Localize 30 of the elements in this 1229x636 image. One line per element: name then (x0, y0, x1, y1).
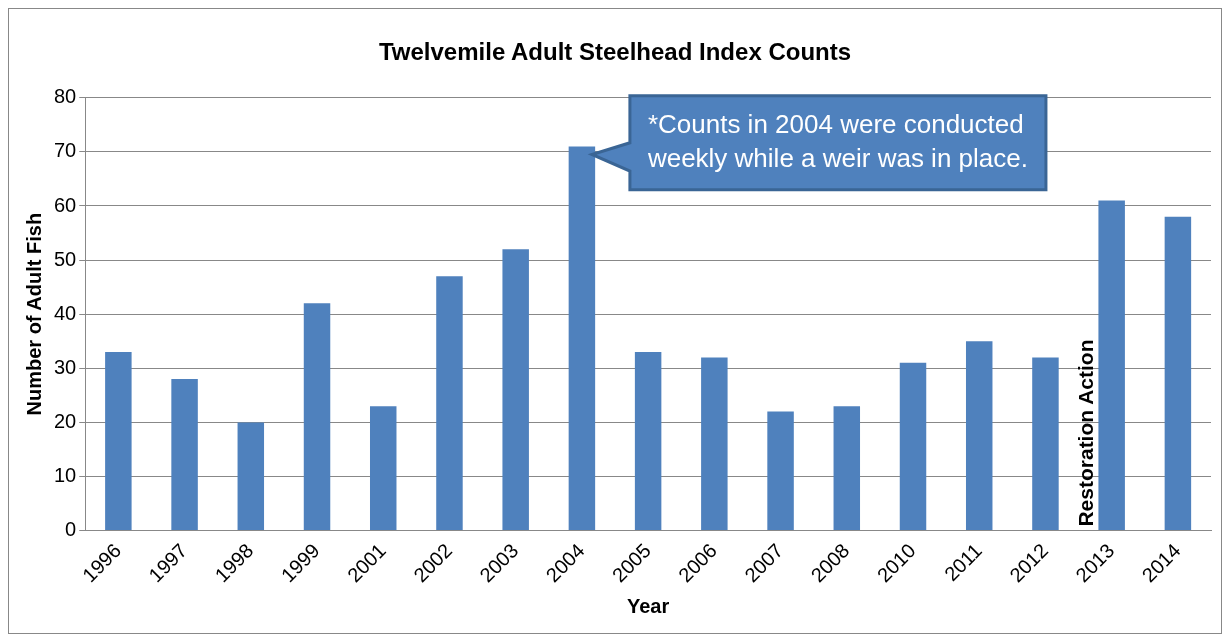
y-tick-label: 0 (65, 518, 77, 541)
y-tick-label: 70 (54, 139, 77, 162)
bar (436, 276, 463, 531)
annotation: *Counts in 2004 were conducted weekly while a weir was in place. (646, 108, 1028, 173)
y-tick-label: 10 (54, 463, 77, 486)
bar (1164, 216, 1192, 531)
bar (237, 422, 265, 531)
bar (701, 357, 728, 531)
bar (303, 303, 331, 531)
bar (965, 341, 993, 531)
chart-title: Twelvemile Adult Steelhead Index Counts (378, 38, 852, 66)
y-tick-label: 20 (54, 409, 77, 432)
bar (105, 352, 132, 531)
bar (1098, 200, 1125, 531)
bar (634, 352, 662, 531)
bar (171, 379, 198, 531)
y-tick-label: 50 (54, 247, 77, 270)
bar (899, 362, 927, 531)
bar (1032, 357, 1059, 531)
y-tick-label: 80 (54, 85, 77, 108)
y-tick-label: 60 (54, 193, 77, 216)
bar (767, 411, 794, 531)
y-axis-title: Number of Adult Fish (22, 212, 45, 416)
x-axis-title: Year (626, 594, 670, 617)
bar (502, 249, 529, 531)
annotation: Restoration Action (1074, 339, 1098, 527)
y-tick-label: 30 (54, 355, 77, 378)
y-tick-label: 40 (54, 301, 77, 324)
bar (370, 406, 397, 531)
bar (833, 406, 861, 531)
